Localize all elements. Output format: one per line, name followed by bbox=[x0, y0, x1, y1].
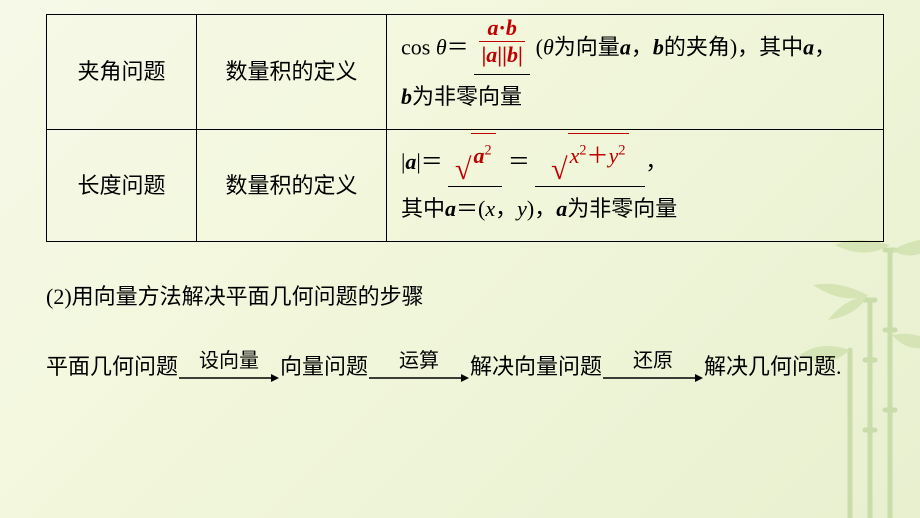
table-row: 夹角问题 数量积的定义 cos θ＝ a·b |a||b| (θ为向量a，b的夹… bbox=[47, 15, 884, 130]
table-row: 长度问题 数量积的定义 |a|＝ √a2 ＝ √x2＋y2 ， 其中a＝(x，y… bbox=[47, 130, 884, 242]
theta: θ bbox=[436, 35, 447, 60]
sqrt-a2: √a2 bbox=[455, 133, 496, 178]
flow-node: 平面几何问题 bbox=[46, 346, 178, 388]
cell-method: 数量积的定义 bbox=[197, 15, 387, 130]
arrow-label: 运算 bbox=[393, 351, 445, 372]
flow-arrow: 设向量 bbox=[179, 351, 279, 384]
cell-topic: 长度问题 bbox=[47, 130, 197, 242]
blank-sqrt-a2: √a2 bbox=[448, 140, 502, 187]
content: 夹角问题 数量积的定义 cos θ＝ a·b |a||b| (θ为向量a，b的夹… bbox=[0, 0, 920, 388]
equals: ＝ bbox=[447, 35, 469, 60]
flow-diagram: 平面几何问题 设向量 向量问题 运算 解决向量问题 还原 解决几何问题. bbox=[46, 346, 884, 388]
cell-topic: 夹角问题 bbox=[47, 15, 197, 130]
flow-node: 向量问题 bbox=[280, 346, 368, 388]
fraction-den: |a||b| bbox=[479, 41, 524, 66]
arrow-label: 还原 bbox=[627, 351, 679, 372]
formula-table: 夹角问题 数量积的定义 cos θ＝ a·b |a||b| (θ为向量a，b的夹… bbox=[46, 14, 884, 242]
flow-arrow: 运算 bbox=[369, 351, 469, 384]
fraction: a·b |a||b| bbox=[479, 17, 524, 66]
flow-arrow: 还原 bbox=[603, 351, 703, 384]
row2-line2: 其中a＝(x，y)，a为非零向量 bbox=[401, 196, 677, 221]
flow-node: 解决向量问题 bbox=[470, 346, 602, 388]
comma: ， bbox=[645, 149, 667, 174]
blank-sqrt-xy: √x2＋y2 bbox=[535, 140, 645, 187]
fraction-num: a·b bbox=[479, 17, 524, 41]
row1-line2: b为非零向量 bbox=[401, 84, 522, 109]
paragraph-steps: (2)用向量方法解决平面几何问题的步骤 bbox=[46, 276, 884, 318]
flow-node: 解决几何问题. bbox=[704, 346, 842, 388]
blank-fraction: a·b |a||b| bbox=[474, 25, 530, 75]
sqrt-xy: √x2＋y2 bbox=[551, 133, 629, 178]
row1-after: (θ为向量a，b的夹角)，其中a， bbox=[536, 35, 837, 60]
cell-formula: |a|＝ √a2 ＝ √x2＋y2 ， 其中a＝(x，y)，a为非零向量 bbox=[387, 130, 884, 242]
arrow-label: 设向量 bbox=[193, 351, 265, 372]
equals2: ＝ bbox=[508, 149, 530, 174]
cell-formula: cos θ＝ a·b |a||b| (θ为向量a，b的夹角)，其中a， b为非零… bbox=[387, 15, 884, 130]
cos-label: cos bbox=[401, 35, 436, 60]
cell-method: 数量积的定义 bbox=[197, 130, 387, 242]
row2-lhs: |a|＝ bbox=[401, 149, 443, 174]
